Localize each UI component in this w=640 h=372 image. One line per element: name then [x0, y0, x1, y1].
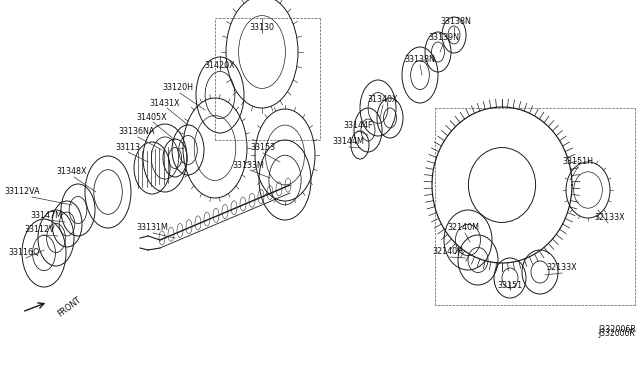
Text: 33136NA: 33136NA [119, 128, 155, 137]
Text: 31420X: 31420X [205, 61, 236, 70]
Text: 33130: 33130 [250, 23, 275, 32]
Text: 33133M: 33133M [232, 160, 264, 170]
Text: 33116Q: 33116Q [8, 248, 40, 257]
Text: 31340X: 31340X [368, 96, 398, 105]
Text: 33147M: 33147M [30, 211, 62, 219]
Text: 33120H: 33120H [163, 83, 193, 93]
Text: 32140H: 32140H [433, 247, 463, 257]
Text: 32133X: 32133X [595, 214, 625, 222]
Text: 33153: 33153 [250, 144, 276, 153]
Text: 33112VA: 33112VA [4, 187, 40, 196]
Text: J332006R: J332006R [598, 328, 635, 337]
Text: 33138N: 33138N [404, 55, 435, 64]
Text: 33144M: 33144M [332, 138, 364, 147]
Text: 33112V: 33112V [25, 225, 55, 234]
Text: 32133X: 32133X [547, 263, 577, 273]
Text: 33144F: 33144F [343, 122, 372, 131]
Text: 33113: 33113 [115, 142, 141, 151]
Text: 33151H: 33151H [563, 157, 593, 167]
Text: 32140M: 32140M [447, 224, 479, 232]
Text: 31348X: 31348X [57, 167, 87, 176]
Text: 33139N: 33139N [429, 32, 460, 42]
Text: 33131M: 33131M [136, 224, 168, 232]
Text: 31431X: 31431X [150, 99, 180, 108]
Text: FRONT: FRONT [56, 295, 83, 319]
Text: 33151: 33151 [497, 280, 523, 289]
Text: J332006R: J332006R [598, 326, 636, 334]
Text: 33138N: 33138N [440, 17, 472, 26]
Text: 31405X: 31405X [137, 112, 167, 122]
